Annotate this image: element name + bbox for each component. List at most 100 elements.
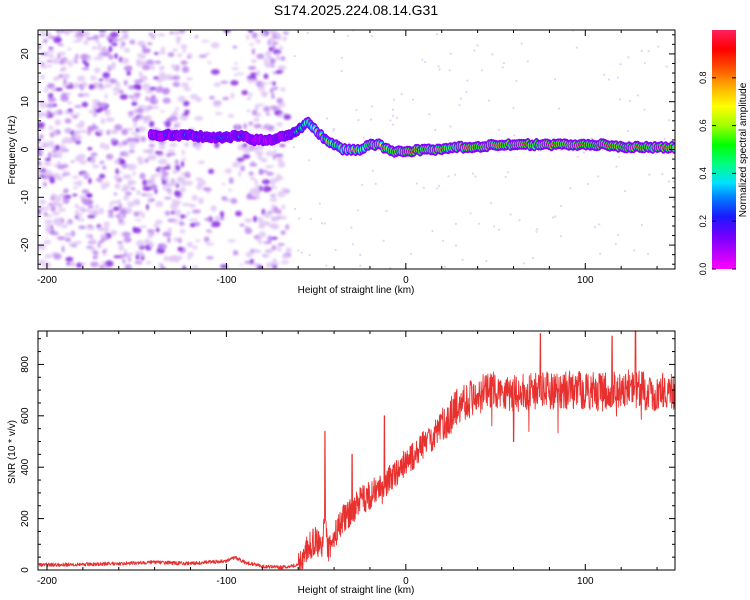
noise-cell <box>153 173 162 177</box>
noise-cell <box>531 257 535 260</box>
noise-cell <box>92 164 100 169</box>
noise-cell <box>257 216 263 224</box>
noise-cell <box>256 195 260 200</box>
noise-cell <box>175 36 182 42</box>
noise-cell <box>72 115 78 119</box>
noise-cell <box>173 30 180 36</box>
noise-cell <box>284 187 289 194</box>
noise-cell <box>227 114 235 118</box>
noise-cell <box>65 85 75 89</box>
noise-cell <box>51 110 59 116</box>
noise-cell <box>196 183 203 191</box>
noise-cell <box>62 170 70 174</box>
noise-cell <box>258 231 267 238</box>
y-tick-label: 400 <box>20 458 31 475</box>
noise-cell <box>162 185 167 191</box>
noise-cell <box>167 190 172 194</box>
noise-cell <box>85 233 91 239</box>
noise-cell <box>235 125 239 130</box>
noise-cell <box>597 175 600 178</box>
noise-cell <box>221 196 228 201</box>
noise-cell <box>618 155 621 159</box>
noise-cell <box>220 264 228 269</box>
noise-cell <box>162 231 172 237</box>
noise-cell <box>207 61 212 65</box>
noise-cell <box>559 235 563 238</box>
noise-cell <box>153 223 160 228</box>
noise-cell <box>357 119 360 122</box>
noise-cell <box>120 30 129 33</box>
noise-cell <box>210 69 220 75</box>
noise-cell <box>271 192 276 199</box>
noise-cell <box>154 60 161 64</box>
noise-cell <box>661 173 664 176</box>
noise-cell <box>191 209 201 214</box>
noise-cell <box>248 92 253 97</box>
noise-cell <box>105 153 114 160</box>
noise-cell <box>47 50 55 54</box>
noise-cell <box>92 104 97 111</box>
noise-cell <box>640 223 643 227</box>
noise-cell <box>113 159 121 165</box>
noise-cell <box>190 93 198 100</box>
noise-cell <box>281 204 286 210</box>
noise-cell <box>370 118 373 121</box>
noise-cell <box>282 36 287 42</box>
noise-cell <box>147 232 153 239</box>
noise-cell <box>127 201 135 208</box>
noise-cell <box>223 30 231 33</box>
noise-cell <box>74 30 80 35</box>
noise-cell <box>194 143 202 151</box>
noise-cell <box>203 236 210 243</box>
noise-cell <box>332 127 335 130</box>
noise-cell <box>81 262 86 266</box>
noise-cell <box>271 58 276 64</box>
noise-cell <box>99 173 106 179</box>
noise-cell <box>73 60 79 64</box>
noise-cell <box>44 87 48 94</box>
noise-cell <box>554 215 557 218</box>
noise-cell <box>133 92 141 98</box>
noise-cell <box>250 187 256 192</box>
noise-cell <box>230 80 239 86</box>
noise-cell <box>249 43 255 46</box>
noise-cell <box>356 209 360 212</box>
noise-cell <box>172 65 180 72</box>
noise-cell <box>100 102 107 109</box>
noise-cell <box>146 59 155 65</box>
noise-cell <box>560 204 563 207</box>
noise-cell <box>250 195 257 200</box>
noise-cell <box>245 251 254 258</box>
noise-cell <box>391 123 395 126</box>
noise-cell <box>170 202 178 210</box>
noise-cell <box>143 240 153 245</box>
noise-cell <box>553 78 557 81</box>
noise-cell <box>248 30 254 33</box>
noise-cell <box>73 131 79 135</box>
noise-cell <box>255 237 261 242</box>
noise-cell <box>153 52 159 55</box>
noise-cell <box>111 138 116 143</box>
noise-cell <box>294 207 297 211</box>
snr-ylabel: SNR (10 * v/v) <box>7 420 18 484</box>
noise-cell <box>159 50 166 55</box>
noise-cell <box>93 67 101 74</box>
colorbar-tick-label: 0.0 <box>698 263 708 276</box>
noise-cell <box>569 187 572 190</box>
noise-cell <box>65 221 71 225</box>
noise-cell <box>270 204 276 207</box>
noise-cell <box>92 250 99 255</box>
noise-cell <box>276 52 280 59</box>
noise-cell <box>265 150 274 157</box>
y-tick-label: 800 <box>20 356 31 373</box>
y-tick-label: 200 <box>20 510 31 527</box>
noise-cell <box>657 45 660 48</box>
noise-cell <box>102 165 107 170</box>
noise-cell <box>100 117 106 125</box>
noise-cell <box>50 193 57 198</box>
noise-cell <box>607 78 611 81</box>
noise-cell <box>106 64 116 71</box>
noise-cell <box>38 259 46 263</box>
noise-cell <box>43 211 48 217</box>
noise-cell <box>174 159 179 165</box>
